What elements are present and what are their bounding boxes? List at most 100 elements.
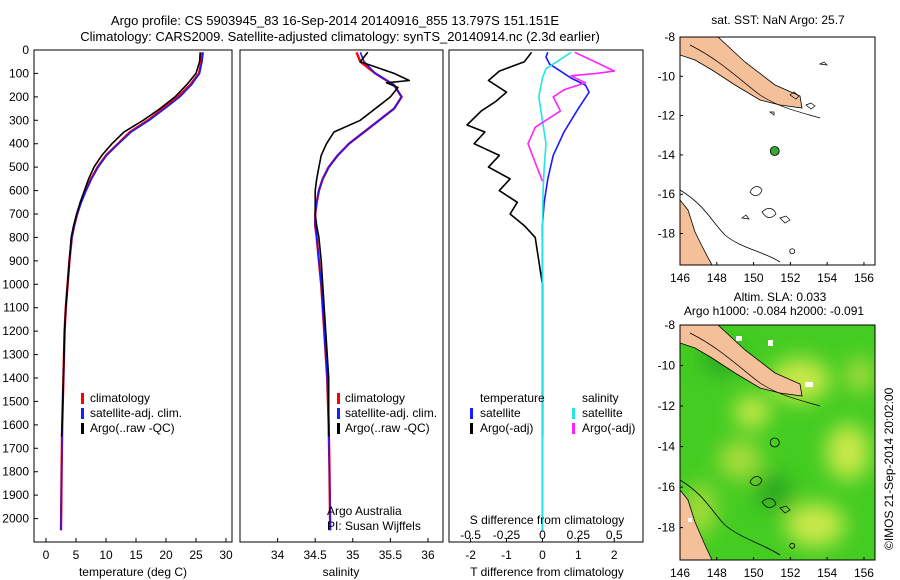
reef-contour bbox=[680, 189, 781, 263]
s-tick-label: 0.5 bbox=[606, 528, 623, 542]
lon-tick-label: 148 bbox=[707, 566, 727, 580]
series-argo-raw-qc bbox=[314, 51, 411, 437]
s-tick-label: 0.25 bbox=[567, 528, 591, 542]
depth-tick-label: 1300 bbox=[2, 348, 29, 362]
series-salinity-argo-adj bbox=[527, 51, 616, 182]
pi-label: PI: Susan Wijffels bbox=[327, 519, 421, 533]
legend-satellite: satellite-adj. clim. bbox=[345, 406, 437, 420]
difference-legend: temperature satellite Argo(-adj) salinit… bbox=[470, 391, 635, 435]
legend-t-satellite: satellite bbox=[480, 406, 521, 420]
depth-tick-label: 100 bbox=[9, 66, 29, 80]
depth-tick-label: 900 bbox=[9, 254, 29, 268]
lon-tick-label: 150 bbox=[744, 271, 764, 285]
sst-map-frame bbox=[679, 36, 876, 266]
legend-t-argo: Argo(-adj) bbox=[480, 421, 533, 435]
depth-tick-label: 1700 bbox=[2, 441, 29, 455]
shelf-contour bbox=[689, 44, 821, 119]
land-papua-new-guinea bbox=[680, 325, 803, 397]
sla-map-axes: 146 148 150 152 154 156 -8 -10 -12 -14 -16 -18 bbox=[658, 318, 875, 580]
lon-tick-label: 152 bbox=[780, 271, 800, 285]
legend-swatch-climatology bbox=[81, 393, 84, 404]
argo-float-marker bbox=[769, 146, 780, 156]
legend-argo: Argo(..raw -QC) bbox=[345, 421, 430, 435]
series-salinity-satellite bbox=[537, 51, 572, 531]
depth-tick-label: 400 bbox=[9, 137, 29, 151]
argo-float-marker bbox=[769, 437, 780, 448]
legend-satellite: satellite-adj. clim. bbox=[90, 406, 182, 420]
x-tick-label: 30 bbox=[219, 548, 233, 562]
x-tick-label: 10 bbox=[99, 548, 113, 562]
x-tick-label: 0 bbox=[539, 548, 546, 562]
legend-s-argo: Argo(-adj) bbox=[582, 421, 635, 435]
s-difference-x-axis: -0.5 -0.25 0 0.25 0.5 bbox=[460, 528, 623, 542]
missing-data-cell bbox=[768, 340, 773, 346]
lat-tick-label: -14 bbox=[658, 440, 676, 454]
salinity-panel-frame bbox=[239, 49, 444, 543]
series-climatology bbox=[59, 52, 204, 531]
imos-watermark: ©IMOS 21-Sep-2014 20:02:00 bbox=[882, 387, 896, 550]
depth-tick-label: 1900 bbox=[2, 488, 29, 502]
missing-data-cell bbox=[688, 518, 692, 522]
legend-s-satellite: satellite bbox=[582, 406, 623, 420]
x-tick-label: 20 bbox=[159, 548, 173, 562]
legend-climatology: climatology bbox=[90, 391, 150, 405]
land-australia bbox=[680, 489, 713, 560]
legend-swatch-satellite bbox=[337, 408, 340, 419]
lon-tick-label: 146 bbox=[670, 271, 690, 285]
lon-tick-label: 150 bbox=[744, 566, 764, 580]
depth-tick-label: 1400 bbox=[2, 371, 29, 385]
depth-tick-label: 1200 bbox=[2, 324, 29, 338]
legend-temperature-heading: temperature bbox=[480, 391, 545, 405]
missing-data-cell bbox=[736, 336, 742, 341]
shelf-contour bbox=[689, 332, 821, 407]
depth-tick-label: 500 bbox=[9, 160, 29, 174]
sla-map-area bbox=[680, 325, 875, 560]
t-difference-x-axis: -2 -1 0 1 2 bbox=[465, 538, 618, 562]
depth-tick-label: 1600 bbox=[2, 418, 29, 432]
salinity-x-axis: 34 34.5 35 35.5 36 bbox=[271, 538, 435, 562]
x-tick-label: -2 bbox=[465, 548, 476, 562]
lat-tick-label: -8 bbox=[664, 318, 675, 332]
argo-australia-label: Argo Australia bbox=[327, 504, 402, 518]
legend-argo: Argo(..raw -QC) bbox=[90, 421, 175, 435]
legend-swatch-argo bbox=[81, 423, 84, 434]
sla-h-title: Argo h1000: -0.084 h2000: -0.091 bbox=[684, 304, 864, 318]
header-line-2: Climatology: CARS2009. Satellite-adjuste… bbox=[80, 29, 600, 44]
depth-tick-label: 700 bbox=[9, 207, 29, 221]
depth-tick-label: 200 bbox=[9, 90, 29, 104]
series-satellite-adj-clim bbox=[314, 52, 403, 531]
depth-tick-label: 600 bbox=[9, 184, 29, 198]
series-temperature-argo-adj bbox=[466, 51, 544, 437]
coral-sea-reefs bbox=[741, 186, 791, 224]
lat-tick-label: -10 bbox=[658, 69, 676, 83]
depth-tick-label: 1500 bbox=[2, 394, 29, 408]
depth-tick-label: 2000 bbox=[2, 512, 29, 526]
depth-tick-label: 800 bbox=[9, 230, 29, 244]
legend-swatch-t-argo bbox=[470, 423, 473, 434]
salinity-legend: climatology satellite-adj. clim. Argo(..… bbox=[337, 391, 437, 435]
x-tick-label: 2 bbox=[611, 548, 618, 562]
lon-tick-label: 152 bbox=[780, 566, 800, 580]
legend-swatch-satellite bbox=[81, 408, 84, 419]
series-temperature-satellite bbox=[541, 52, 590, 531]
depth-axis: 0 100 200 300 400 500 600 700 800 900 1000 1100 1200… bbox=[2, 43, 38, 526]
depth-tick-label: 1100 bbox=[3, 301, 29, 315]
x-tick-label: -1 bbox=[501, 548, 512, 562]
s-difference-xlabel: S difference from climatology bbox=[470, 513, 625, 527]
x-tick-label: 1 bbox=[575, 548, 582, 562]
legend-climatology: climatology bbox=[345, 391, 405, 405]
x-tick-label: 36 bbox=[421, 548, 435, 562]
sst-map-title: sat. SST: NaN Argo: 25.7 bbox=[711, 13, 845, 27]
temperature-x-axis: 0 5 10 15 20 25 30 bbox=[43, 538, 233, 562]
lat-tick-label: -14 bbox=[658, 148, 676, 162]
header-line-1: Argo profile: CS 5903945_83 16-Sep-2014 … bbox=[111, 13, 559, 28]
difference-panel-frame bbox=[448, 49, 644, 543]
lon-tick-label: 148 bbox=[707, 271, 727, 285]
depth-tick-label: 1000 bbox=[2, 277, 29, 291]
depth-tick-label: 1800 bbox=[2, 465, 29, 479]
reef-contour bbox=[680, 479, 781, 556]
lon-tick-label: 154 bbox=[817, 566, 837, 580]
lon-tick-label: 156 bbox=[854, 271, 874, 285]
sla-map-frame bbox=[679, 324, 876, 561]
